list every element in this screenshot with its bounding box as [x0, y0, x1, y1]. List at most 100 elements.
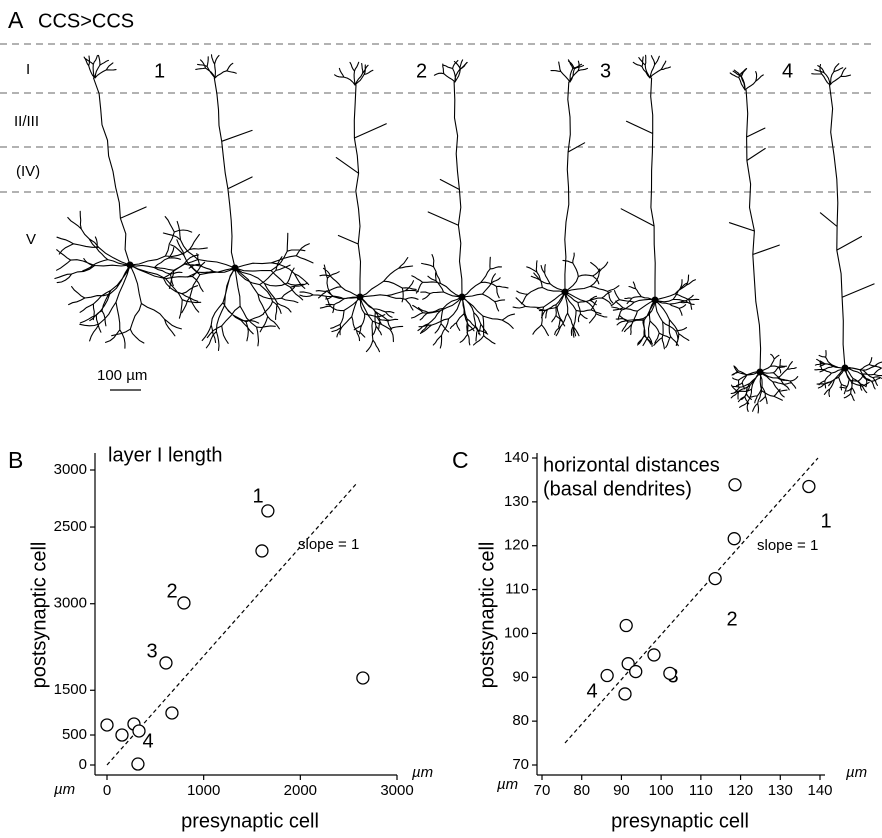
neuron: [154, 54, 314, 352]
x-tick-label: 140: [807, 782, 832, 799]
panel-a: A CCS>CCS I II/III (IV) V 1 2 3 4 100 µm: [0, 7, 882, 414]
data-point: [727, 532, 741, 546]
y-tick-label: 3000: [54, 595, 87, 612]
data-point: [131, 757, 145, 771]
x-tick-label: 0: [103, 782, 111, 799]
cell-label: 4: [586, 680, 597, 702]
y-tick-label: 110: [505, 581, 529, 598]
x-tick-label: 100: [649, 782, 674, 799]
cell-label: 3: [146, 640, 157, 662]
pair-label: 4: [782, 60, 793, 82]
neuron: [410, 59, 516, 349]
reference-line: [564, 457, 819, 744]
x-tick-label: 1000: [187, 782, 220, 799]
data-point: [115, 728, 129, 742]
data-point: [708, 571, 722, 586]
x-axis-title: presynaptic cell: [611, 810, 749, 832]
y-tick-label: 140: [504, 449, 529, 466]
cell-label: 1: [820, 510, 831, 532]
panel-label: C: [452, 447, 469, 473]
neuron: [610, 54, 700, 350]
panel-label: B: [8, 447, 23, 473]
x-tick-label: 110: [689, 782, 713, 799]
cell-label: 2: [726, 608, 737, 630]
chart-title: layer I length: [108, 444, 223, 466]
y-tick-label: 130: [504, 493, 529, 510]
soma: [756, 368, 764, 376]
data-point: [621, 657, 635, 671]
neurons: [54, 54, 882, 414]
data-point: [647, 648, 661, 662]
cell-label: 2: [166, 580, 177, 602]
layer-label: I: [26, 61, 30, 78]
data-point: [802, 479, 816, 494]
data-point: [165, 706, 179, 720]
scale-bar-label: 100 µm: [97, 367, 147, 384]
soma: [231, 264, 239, 272]
pair-label: 3: [600, 60, 611, 82]
data-point: [159, 656, 173, 670]
y-tick-label: 120: [504, 537, 529, 554]
soma: [126, 261, 134, 269]
pair-label: 1: [154, 60, 165, 82]
soma: [841, 364, 849, 372]
y-axis-title: postsynaptic cell: [476, 542, 498, 689]
y-tick-label: 2500: [54, 518, 87, 535]
y-tick-label: 3000: [54, 461, 87, 478]
data-point: [100, 718, 114, 732]
soma: [561, 288, 569, 296]
panel-title: CCS>CCS: [38, 10, 134, 32]
y-unit: µm: [54, 781, 75, 798]
y-tick-label: 80: [512, 712, 529, 729]
reference-line: [106, 482, 358, 766]
y-tick-label: 1500: [54, 681, 87, 698]
x-unit: µm: [412, 764, 433, 781]
y-unit: µm: [497, 776, 518, 793]
cell-label: 1: [252, 485, 263, 507]
x-tick-label: 70: [534, 782, 551, 799]
pair-label: 2: [416, 60, 427, 82]
data-point: [728, 478, 742, 492]
data-point: [600, 668, 614, 683]
layer-label: II/III: [14, 113, 39, 130]
data-point: [663, 666, 677, 680]
y-tick-label: 70: [512, 756, 529, 773]
x-tick-label: 120: [728, 782, 753, 799]
data-point: [255, 544, 269, 558]
chart-subtitle: (basal dendrites): [543, 478, 692, 500]
neuron: [728, 67, 799, 414]
reference-label: slope = 1: [298, 536, 359, 553]
x-unit: µm: [846, 764, 867, 781]
layer-label: V: [26, 231, 36, 248]
y-tick-label: 0: [79, 756, 87, 773]
data-point: [356, 671, 370, 685]
y-axis-title: postsynaptic cell: [28, 542, 50, 689]
x-tick-label: 130: [768, 782, 793, 799]
data-point: [618, 687, 632, 701]
x-tick-label: 2000: [284, 782, 317, 799]
data-point: [629, 664, 643, 679]
soma: [651, 296, 659, 304]
cell-label: 4: [142, 730, 153, 752]
x-tick-label: 80: [573, 782, 590, 799]
x-axis-title: presynaptic cell: [181, 810, 319, 832]
data-point: [177, 596, 191, 610]
y-tick-label: 500: [62, 726, 87, 743]
neuron: [299, 61, 419, 353]
soma: [458, 293, 466, 301]
x-tick-label: 3000: [380, 782, 413, 799]
reference-label: slope = 1: [757, 537, 818, 554]
x-tick-label: 90: [613, 782, 630, 799]
neuron: [811, 63, 882, 402]
neuron: [512, 59, 620, 338]
chart-title: horizontal distances: [543, 454, 720, 476]
soma: [356, 293, 364, 301]
neuron: [54, 54, 208, 349]
data-point: [619, 618, 633, 633]
data-point: [261, 504, 275, 518]
layer-label: (IV): [16, 163, 40, 180]
y-tick-label: 90: [512, 668, 529, 685]
panel-label: A: [8, 7, 24, 33]
